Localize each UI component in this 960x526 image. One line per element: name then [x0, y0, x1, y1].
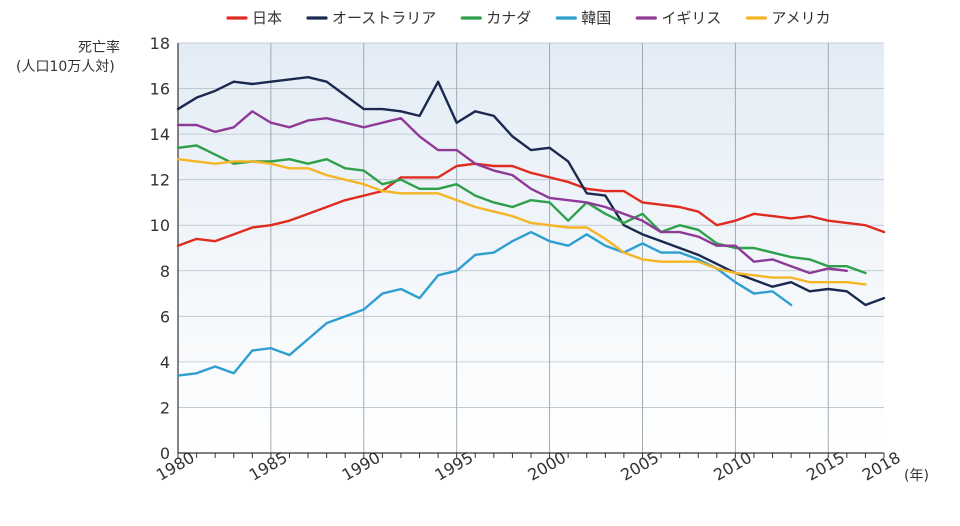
- legend-label-3: カナダ: [486, 9, 531, 27]
- series-line-5: [176, 110, 849, 275]
- y-axis-title-line-2: (人口10万人対): [16, 59, 115, 75]
- series-line-2: [176, 75, 886, 307]
- legend-label-4: 韓国: [581, 9, 611, 27]
- series-line-6: [176, 157, 867, 286]
- x-axis-title: (年): [904, 468, 929, 484]
- y-tick-label: 4: [160, 353, 170, 372]
- y-tick-label: 10: [150, 216, 170, 235]
- legend-label-2: オーストラリア: [332, 9, 436, 27]
- series-lines: [176, 75, 886, 377]
- series-line-1: [176, 162, 886, 247]
- y-tick-label: 2: [160, 398, 170, 417]
- legend-label-6: アメリカ: [771, 9, 830, 27]
- legend: 日本 オーストラリア カナダ 韓国 イギリス アメリカ: [226, 9, 831, 27]
- series-line-3: [176, 144, 867, 275]
- y-axis-title-line-1: 死亡率: [78, 39, 120, 56]
- y-tick-label: 8: [160, 262, 170, 281]
- y-tick-label: 0: [160, 444, 170, 463]
- y-tick-label: 18: [150, 34, 170, 53]
- plot-area: [178, 43, 884, 453]
- y-tick-label: 6: [160, 307, 170, 326]
- series-line-4: [176, 230, 793, 377]
- grid-lines: [178, 42, 884, 453]
- legend-label-5: イギリス: [661, 9, 721, 27]
- y-tick-label: 16: [150, 80, 170, 99]
- y-tick-label: 14: [150, 125, 170, 144]
- legend-label-1: 日本: [252, 9, 282, 27]
- y-tick-label: 12: [150, 171, 170, 190]
